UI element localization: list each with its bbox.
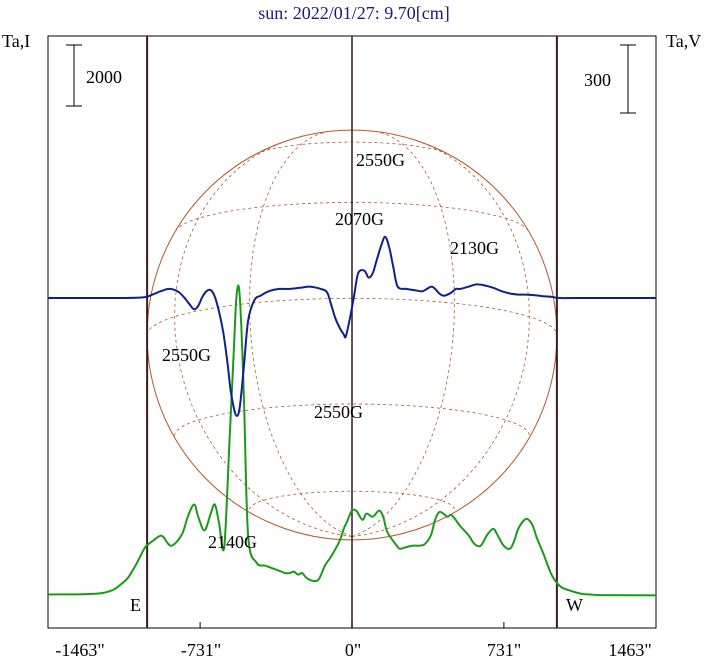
series-line-stokes-v [47,235,656,417]
annotation-label: 2140G [208,532,257,552]
scale-bar-left-label: 2000 [86,67,122,87]
series-line-stokes-i [47,284,657,597]
disk-meridian [174,138,353,537]
chart-title: sun: 2022/01/27: 9.70[cm] [258,3,450,23]
x-axis: -1463" -731" 0" 731" 1463" [55,640,651,660]
annotation-label: 2070G [335,209,384,229]
x-tick-label: 1463" [608,640,651,660]
x-tick-label: 0" [345,640,361,660]
disk-parallel [146,297,558,336]
x-tick-label: -1463" [55,640,104,660]
annotations: 2550G 2070G 2130G 2550G 2550G 2140G [162,150,499,552]
annotation-label: 2550G [356,150,405,170]
scale-bar-right [620,44,636,114]
x-tick-label: 731" [487,640,521,660]
annotation-label: 2550G [162,345,211,365]
annotation-label: 2550G [314,402,363,422]
scale-bar-left [66,44,82,107]
scale-bar-right-label: 300 [584,70,611,90]
disk-meridian [351,138,530,537]
x-tick-label: -731" [181,640,221,660]
limb-east-label: E [130,595,141,615]
limb-lines [146,36,558,628]
disk-meridian [351,131,455,537]
right-axis-label: Ta,V [666,31,701,51]
left-axis-label: Ta,I [2,31,30,51]
limb-west-label: W [566,595,583,615]
annotation-label: 2130G [450,238,499,258]
disk-meridian [249,131,353,537]
